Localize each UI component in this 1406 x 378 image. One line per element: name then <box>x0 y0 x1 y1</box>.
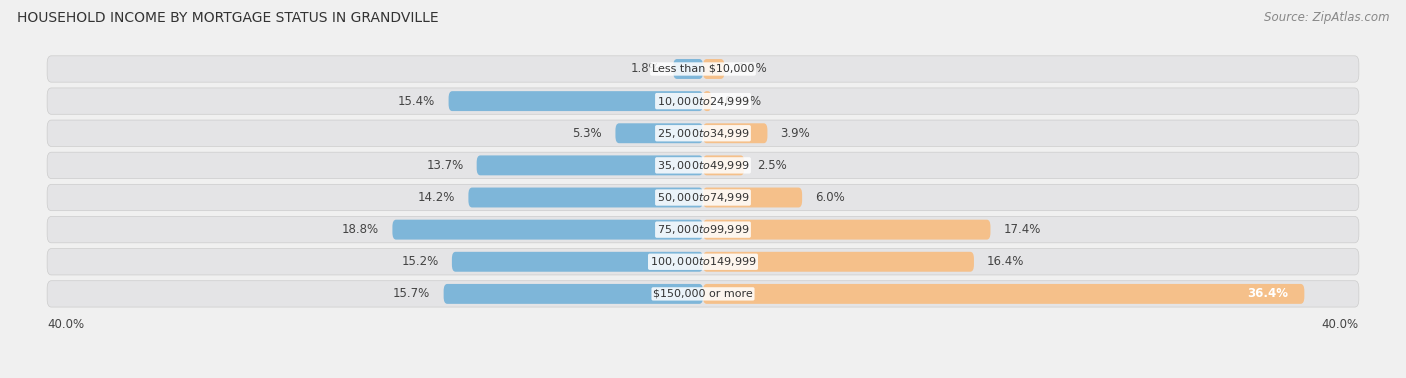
FancyBboxPatch shape <box>477 155 703 175</box>
Text: 18.8%: 18.8% <box>342 223 380 236</box>
FancyBboxPatch shape <box>703 123 768 143</box>
FancyBboxPatch shape <box>392 220 703 240</box>
Text: 14.2%: 14.2% <box>418 191 456 204</box>
Text: 2.5%: 2.5% <box>758 159 787 172</box>
FancyBboxPatch shape <box>48 184 1358 211</box>
Text: 36.4%: 36.4% <box>1247 287 1288 301</box>
FancyBboxPatch shape <box>703 187 801 208</box>
Text: 5.3%: 5.3% <box>572 127 602 140</box>
FancyBboxPatch shape <box>703 252 974 272</box>
FancyBboxPatch shape <box>616 123 703 143</box>
Text: $75,000 to $99,999: $75,000 to $99,999 <box>657 223 749 236</box>
Text: 15.2%: 15.2% <box>402 255 439 268</box>
Text: Source: ZipAtlas.com: Source: ZipAtlas.com <box>1264 11 1389 24</box>
FancyBboxPatch shape <box>703 91 711 111</box>
FancyBboxPatch shape <box>451 252 703 272</box>
FancyBboxPatch shape <box>48 249 1358 275</box>
Text: 15.4%: 15.4% <box>398 94 436 108</box>
Text: $35,000 to $49,999: $35,000 to $49,999 <box>657 159 749 172</box>
FancyBboxPatch shape <box>703 59 724 79</box>
Text: 3.9%: 3.9% <box>780 127 810 140</box>
FancyBboxPatch shape <box>449 91 703 111</box>
FancyBboxPatch shape <box>703 155 744 175</box>
Text: 15.7%: 15.7% <box>394 287 430 301</box>
Text: $25,000 to $34,999: $25,000 to $34,999 <box>657 127 749 140</box>
Text: 6.0%: 6.0% <box>815 191 845 204</box>
Text: 17.4%: 17.4% <box>1004 223 1040 236</box>
Text: 16.4%: 16.4% <box>987 255 1025 268</box>
Text: 0.51%: 0.51% <box>724 94 762 108</box>
Text: 13.7%: 13.7% <box>426 159 464 172</box>
FancyBboxPatch shape <box>48 88 1358 114</box>
FancyBboxPatch shape <box>468 187 703 208</box>
Text: 40.0%: 40.0% <box>1322 318 1358 331</box>
FancyBboxPatch shape <box>48 120 1358 146</box>
FancyBboxPatch shape <box>48 56 1358 82</box>
Text: 1.8%: 1.8% <box>630 62 659 76</box>
FancyBboxPatch shape <box>444 284 703 304</box>
FancyBboxPatch shape <box>703 220 990 240</box>
FancyBboxPatch shape <box>48 217 1358 243</box>
FancyBboxPatch shape <box>48 281 1358 307</box>
FancyBboxPatch shape <box>673 59 703 79</box>
FancyBboxPatch shape <box>48 152 1358 178</box>
Text: 40.0%: 40.0% <box>48 318 84 331</box>
Text: $10,000 to $24,999: $10,000 to $24,999 <box>657 94 749 108</box>
Text: Less than $10,000: Less than $10,000 <box>652 64 754 74</box>
FancyBboxPatch shape <box>703 284 1305 304</box>
Text: $50,000 to $74,999: $50,000 to $74,999 <box>657 191 749 204</box>
Text: $100,000 to $149,999: $100,000 to $149,999 <box>650 255 756 268</box>
Text: 1.3%: 1.3% <box>738 62 768 76</box>
Text: $150,000 or more: $150,000 or more <box>654 289 752 299</box>
Text: HOUSEHOLD INCOME BY MORTGAGE STATUS IN GRANDVILLE: HOUSEHOLD INCOME BY MORTGAGE STATUS IN G… <box>17 11 439 25</box>
